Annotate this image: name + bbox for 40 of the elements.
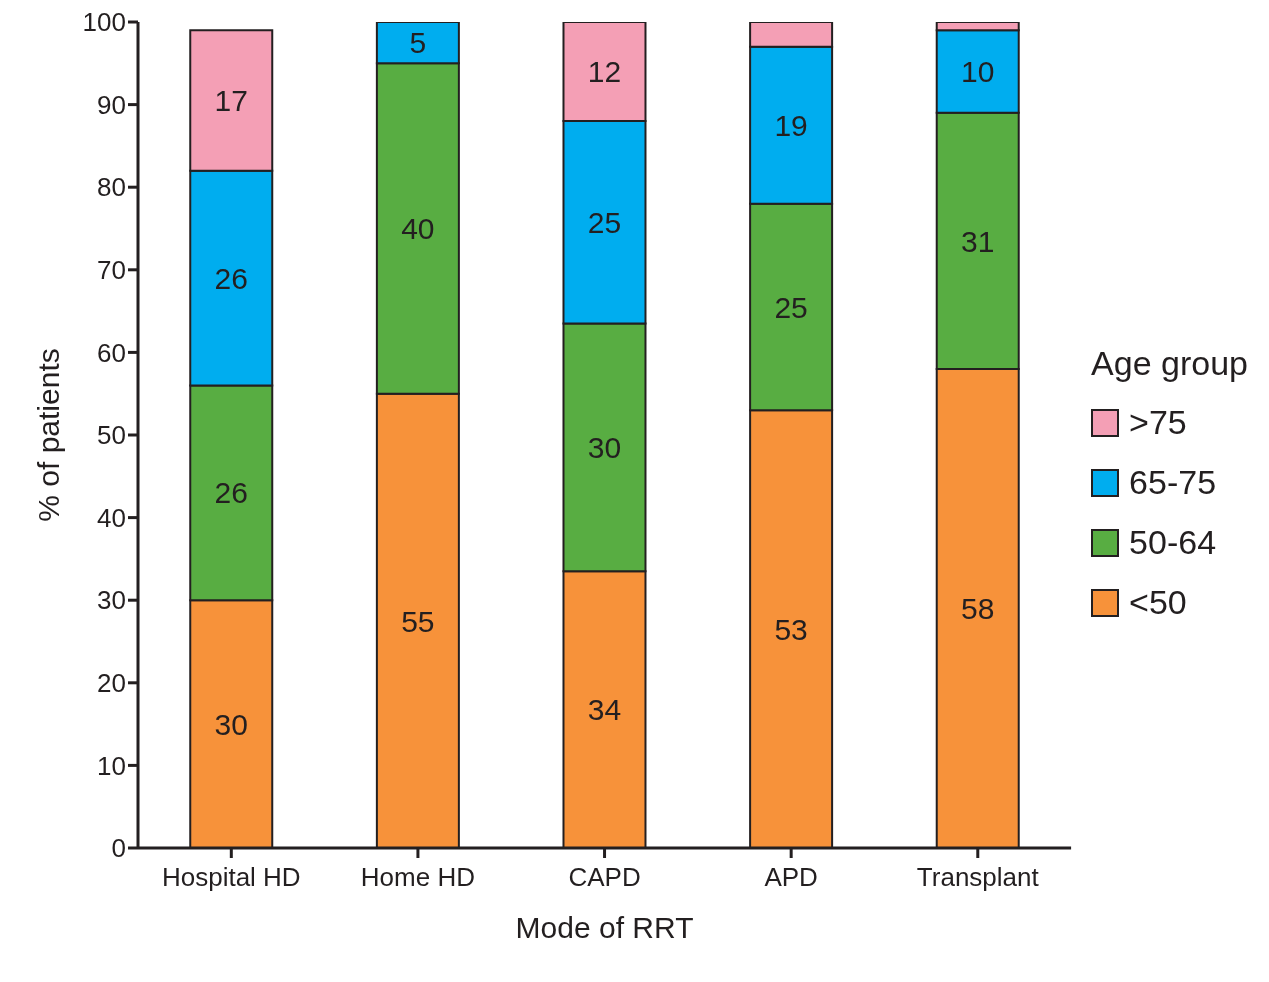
y-tick-label: 80: [97, 172, 126, 203]
data-label: 25: [774, 290, 808, 324]
data-label: 40: [401, 212, 435, 246]
data-label: 26: [214, 476, 248, 510]
y-tick-label: 100: [82, 7, 126, 38]
y-tick-label: 90: [97, 89, 126, 120]
data-label: 19: [774, 108, 808, 142]
y-tick-label: 0: [111, 833, 126, 864]
data-label: 31: [961, 224, 995, 258]
data-label: 26: [214, 261, 248, 295]
data-label: 12: [587, 55, 622, 89]
y-tick-label: 40: [97, 502, 126, 533]
data-label: 53: [774, 612, 808, 646]
legend-label: >75: [1129, 403, 1187, 442]
data-label: 17: [214, 84, 248, 118]
data-label: 30: [214, 707, 248, 741]
data-label: 10: [961, 55, 995, 89]
data-label: 25: [587, 205, 622, 239]
legend-label: 50-64: [1129, 523, 1217, 562]
x-tick-label: Hospital HD: [161, 862, 301, 893]
y-tick-label: 20: [97, 668, 126, 699]
data-label: 55: [401, 604, 435, 638]
y-tick-label: 10: [97, 750, 126, 781]
x-tick-label: Transplant: [916, 862, 1040, 893]
legend-title: Age group: [1091, 343, 1248, 383]
y-tick-label: 50: [97, 420, 126, 451]
data-label: 34: [587, 693, 622, 727]
data-label: 5: [409, 26, 427, 60]
x-axis-title: Mode of RRT: [515, 911, 694, 944]
y-tick-label: 30: [97, 585, 126, 616]
x-tick-label: Home HD: [360, 862, 475, 893]
legend-label: <50: [1129, 583, 1187, 622]
data-label: 58: [961, 592, 995, 626]
y-axis-title: % of patients: [31, 348, 65, 522]
x-tick-label: APD: [764, 862, 818, 893]
y-tick-label: 60: [97, 337, 126, 368]
y-tick-label: 70: [97, 255, 126, 286]
x-tick-label: CAPD: [568, 862, 641, 893]
data-label: 30: [587, 431, 622, 465]
legend-label: 65-75: [1129, 463, 1217, 502]
